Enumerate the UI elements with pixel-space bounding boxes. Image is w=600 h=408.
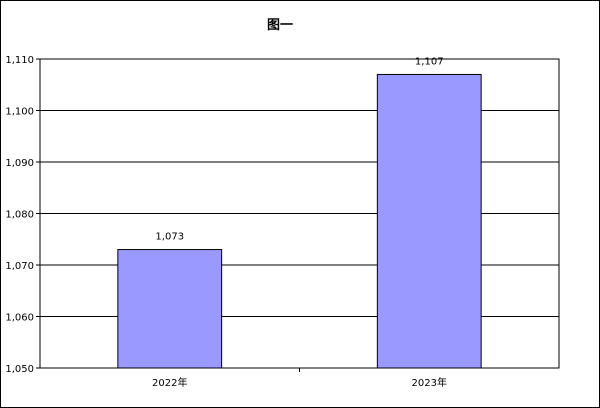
y-tick-label: 1,080 <box>5 210 34 221</box>
x-tick-label: 2022年 <box>152 376 187 389</box>
y-tick-label: 1,060 <box>5 313 34 324</box>
y-tick-label: 1,110 <box>5 55 34 66</box>
data-label: 1,107 <box>415 56 444 67</box>
y-tick-label: 1,050 <box>5 364 34 375</box>
x-axis: 2022年 2023年 <box>152 368 447 389</box>
bars: 1,073 1,107 <box>117 56 482 369</box>
y-axis: 1,050 1,060 1,070 1,080 1,090 1,100 1,110 <box>5 55 40 375</box>
bar <box>117 249 223 369</box>
y-tick-label: 1,090 <box>5 158 34 169</box>
y-tick-label: 1,070 <box>5 261 34 272</box>
bar <box>376 73 482 369</box>
y-tick-label: 1,100 <box>5 107 34 118</box>
data-label: 1,073 <box>155 232 184 243</box>
chart-title: 图一 <box>266 18 293 33</box>
x-tick-label: 2023年 <box>412 376 447 389</box>
